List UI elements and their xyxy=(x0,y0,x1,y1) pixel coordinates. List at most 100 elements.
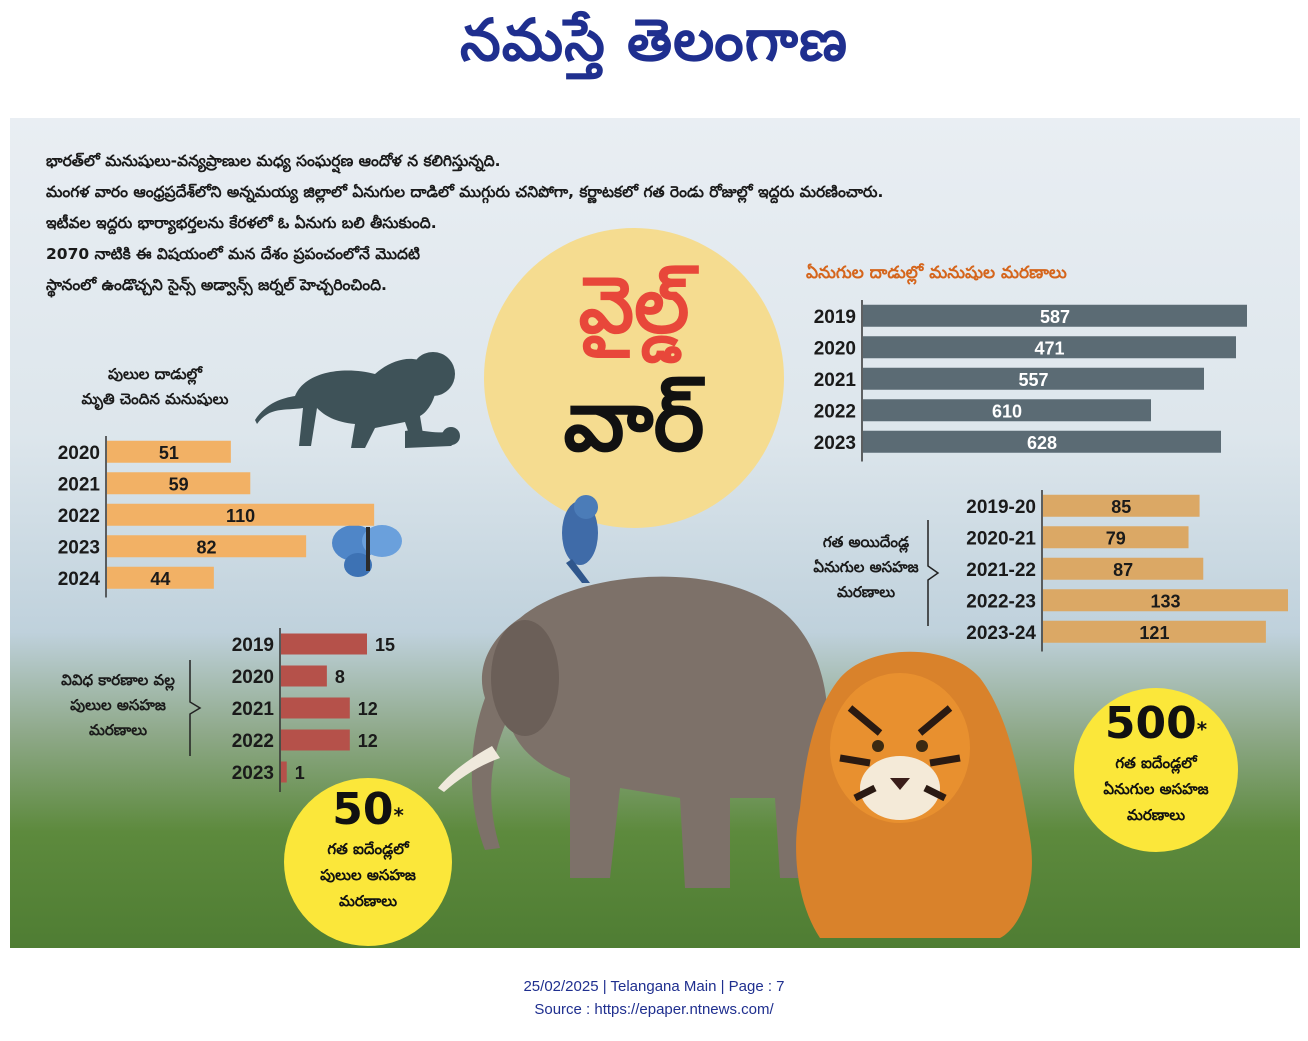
tiger-badge-line: గత ఐదేండ్లలో xyxy=(327,840,409,858)
tiger-attacks-data-label: 44 xyxy=(150,569,170,589)
tiger-badge-line: పులుల అసహజ xyxy=(320,866,416,884)
tiger-badge: 50* గత ఐదేండ్లలో పులుల అసహజ మరణాలు xyxy=(284,778,452,946)
title-sun-circle xyxy=(484,228,784,528)
tiger-unnatural-deaths-data-label: 12 xyxy=(358,699,378,719)
tiger-unnatural-deaths-data-label: 1 xyxy=(295,763,305,783)
tiger-attacks-tick-label: 2021 xyxy=(58,474,101,495)
tiger-attacks-label-line: పులుల దాడుల్లో xyxy=(108,365,202,383)
elephant-attacks-chart: 2019 587 2020 471 2021 557 2022 610 2023 628 xyxy=(788,300,1296,462)
elephant-attacks-data-label: 628 xyxy=(1027,433,1057,453)
tiger-badge-value: 50 xyxy=(332,784,394,835)
tiger-badge-number: 50* xyxy=(284,784,452,836)
elephant-badge-star: * xyxy=(1196,717,1208,741)
tiger-attacks-tick-label: 2023 xyxy=(58,537,100,558)
elephant-attacks-data-label: 587 xyxy=(1040,307,1070,327)
brace-icon xyxy=(189,660,202,756)
tiger-attacks-data-label: 51 xyxy=(159,443,179,463)
tiger-unnatural-deaths-data-label: 8 xyxy=(335,667,345,687)
elephant-unnatural-deaths-tick-label: 2022-23 xyxy=(966,591,1036,612)
brace-icon xyxy=(927,520,940,626)
elephant-badge-line: గత ఐదేండ్లలో xyxy=(1115,754,1197,772)
tiger-attacks-bar xyxy=(107,503,375,526)
title-line-2: వార్ xyxy=(563,371,705,471)
masthead-title: నమస్తే తెలంగాణ xyxy=(460,6,848,74)
tiger-unnatural-deaths-tick-label: 2019 xyxy=(232,635,274,656)
elephant-attacks-tick-label: 2019 xyxy=(814,307,856,328)
tiger-unnatural-deaths-data-label: 12 xyxy=(358,731,378,751)
intro-text: భారత్‌లో మనుషులు-వన్యప్రాణుల మధ్య సంఘర్ష… xyxy=(46,146,1046,301)
elephant-attacks-tick-label: 2022 xyxy=(814,401,856,422)
masthead: నమస్తే తెలంగాణ xyxy=(0,0,1308,110)
tiger-unnatural-deaths-tick-label: 2023 xyxy=(232,763,274,784)
elephant-unnatural-deaths-label-line: గత అయిదేండ్ల xyxy=(822,533,910,551)
tiger-unnatural-deaths-chart: 2019 15 2020 8 2021 12 2022 12 2023 1 xyxy=(206,628,416,792)
tiger-attacks-tick-label: 2020 xyxy=(58,443,100,464)
elephant-attacks-bar xyxy=(863,399,1151,422)
elephant-badge: 500* గత ఐదేండ్లలో ఏనుగుల అసహజ మరణాలు xyxy=(1074,688,1238,852)
elephant-unnatural-deaths-tick-label: 2020-21 xyxy=(966,528,1036,549)
tiger-attacks-tick-label: 2022 xyxy=(58,506,100,527)
infographic-panel: భారత్‌లో మనుషులు-వన్యప్రాణుల మధ్య సంఘర్ష… xyxy=(10,118,1300,948)
tiger-unnatural-deaths-bar xyxy=(281,697,350,719)
elephant-unnatural-deaths-label-line: ఏనుగుల అసహజ xyxy=(813,558,919,576)
intro-line: భారత్‌లో మనుషులు-వన్యప్రాణుల మధ్య సంఘర్ష… xyxy=(46,152,501,170)
elephant-attacks-tick-label: 2020 xyxy=(814,338,856,359)
elephant-unnatural-deaths-bar xyxy=(1043,494,1200,517)
elephant-attacks-data-label: 557 xyxy=(1018,370,1048,390)
tiger-badge-star: * xyxy=(393,803,404,827)
elephant-unnatural-deaths-chart: 2019-20 85 2020-21 79 2021-22 87 2022-23 133 202… xyxy=(948,490,1300,652)
elephant-illustration-icon xyxy=(438,576,828,888)
elephant-attacks-tick-label: 2023 xyxy=(814,433,856,454)
elephant-unnatural-deaths-tick-label: 2021-22 xyxy=(966,560,1036,581)
elephant-unnatural-deaths-bar xyxy=(1043,526,1189,549)
tiger-attacks-data-label: 59 xyxy=(169,474,189,494)
elephant-attacks-bar xyxy=(863,336,1236,359)
tiger-unnatural-deaths-tick-label: 2021 xyxy=(232,699,275,720)
elephant-unnatural-deaths-data-label: 121 xyxy=(1139,623,1169,643)
elephant-unnatural-deaths-tick-label: 2023-24 xyxy=(966,623,1036,644)
tiger-unnatural-deaths-bar xyxy=(281,729,350,751)
elephant-unnatural-deaths-data-label: 85 xyxy=(1111,497,1131,517)
tiger-unnatural-deaths-svg: 2019 15 2020 8 2021 12 2022 12 2023 1 xyxy=(232,628,395,792)
elephant-unnatural-deaths-bar xyxy=(1043,589,1288,612)
tiger-attacks-bar xyxy=(107,566,214,589)
tiger-attacks-label: పులుల దాడుల్లో మృతి చెందిన మనుషులు xyxy=(50,362,260,412)
elephant-badge-number: 500* xyxy=(1074,698,1238,750)
intro-line: మంగళ వారం ఆంధ్రప్రదేశ్‌లోని అన్నమయ్య జిల… xyxy=(46,183,884,201)
tiger-attacks-chart: 2020 51 2021 59 2022 110 2023 82 2024 44 xyxy=(36,436,496,598)
butterfly-icon xyxy=(332,525,402,577)
tiger-unnatural-deaths-bar xyxy=(281,633,367,655)
tiger-unnatural-deaths-tick-label: 2022 xyxy=(232,731,274,752)
title-line-1: వైల్డ్ xyxy=(578,261,690,351)
tiger-attacks-bar xyxy=(107,535,307,558)
tiger-unnatural-deaths-bar xyxy=(281,665,327,687)
tiger-unnatural-deaths-data-label: 15 xyxy=(375,635,395,655)
parrot-icon xyxy=(562,495,598,583)
footer-source-line: Source : https://epaper.ntnews.com/ xyxy=(534,1001,774,1018)
tiger-unnatural-deaths-label-line: పులుల అసహజ xyxy=(70,696,166,714)
elephant-attacks-tick-label: 2021 xyxy=(814,370,857,391)
tiger-attacks-bar xyxy=(107,440,231,463)
tiger-attacks-data-label: 82 xyxy=(197,537,217,557)
tiger-attacks-bar xyxy=(107,472,251,495)
elephant-badge-line: ఏనుగుల అసహజ xyxy=(1103,780,1209,798)
tiger-attacks-data-label: 110 xyxy=(226,506,255,526)
intro-line: స్థానంలో ఉండొచ్చని సైన్స్ అడ్వాన్స్ జర్న… xyxy=(46,276,387,294)
elephant-unnatural-deaths-bar xyxy=(1043,620,1266,643)
elephant-attacks-bar xyxy=(863,430,1221,453)
intro-line: 2070 నాటికి ఈ విషయంలో మన దేశం ప్రపంచంలోన… xyxy=(46,245,420,263)
elephant-unnatural-deaths-label: గత అయిదేండ్ల ఏనుగుల అసహజ మరణాలు xyxy=(796,530,936,605)
elephant-badge-value: 500 xyxy=(1104,698,1197,749)
tiger-attacks-label-line: మృతి చెందిన మనుషులు xyxy=(81,390,229,408)
elephant-attacks-data-label: 471 xyxy=(1034,338,1064,358)
tiger-attacks-tick-label: 2024 xyxy=(58,569,101,590)
elephant-attacks-data-label: 610 xyxy=(992,401,1022,421)
footer-date-line: 25/02/2025 | Telangana Main | Page : 7 xyxy=(523,978,785,995)
elephant-unnatural-deaths-bar xyxy=(1043,557,1204,580)
tiger-badge-line: మరణాలు xyxy=(338,892,398,910)
elephant-unnatural-deaths-svg: 2019-20 85 2020-21 79 2021-22 87 2022-23 133 202… xyxy=(966,490,1288,652)
intro-line: ఇటీవల ఇద్దరు భార్యాభర్తలను కేరళలో ఓ ఏనుగ… xyxy=(46,214,437,232)
tiger-unnatural-deaths-bar xyxy=(281,761,287,783)
elephant-unnatural-deaths-data-label: 87 xyxy=(1113,560,1133,580)
elephant-unnatural-deaths-label-line: మరణాలు xyxy=(836,583,896,601)
